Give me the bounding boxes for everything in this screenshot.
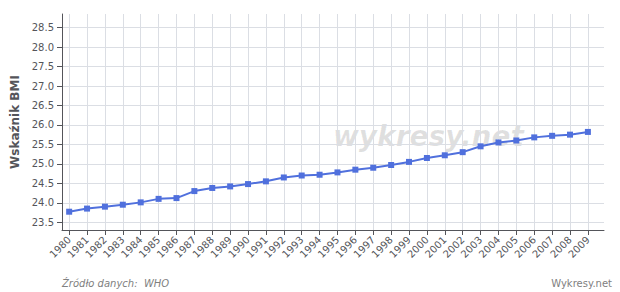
svg-text:23.5: 23.5	[32, 217, 54, 228]
svg-text:1989: 1989	[208, 234, 234, 260]
svg-text:1980: 1980	[47, 234, 73, 260]
svg-text:2005: 2005	[494, 234, 521, 260]
svg-text:2009: 2009	[566, 234, 592, 260]
svg-text:28.0: 28.0	[32, 42, 54, 53]
svg-text:1997: 1997	[351, 234, 378, 260]
svg-text:26.5: 26.5	[32, 100, 54, 111]
svg-text:1995: 1995	[315, 234, 342, 260]
svg-text:2007: 2007	[530, 234, 556, 260]
svg-text:24.5: 24.5	[32, 178, 54, 189]
svg-text:25.5: 25.5	[32, 139, 54, 150]
svg-text:1982: 1982	[83, 234, 109, 260]
svg-text:25.0: 25.0	[32, 158, 54, 169]
svg-text:1994: 1994	[297, 234, 324, 260]
svg-text:2002: 2002	[440, 234, 467, 260]
svg-text:1988: 1988	[190, 234, 217, 260]
svg-text:26.0: 26.0	[32, 119, 54, 130]
svg-text:1996: 1996	[333, 234, 360, 260]
svg-text:1999: 1999	[387, 234, 413, 260]
svg-text:1992: 1992	[261, 234, 288, 260]
svg-text:1981: 1981	[65, 234, 91, 260]
svg-text:27.0: 27.0	[32, 81, 54, 92]
svg-text:24.0: 24.0	[32, 197, 54, 208]
svg-text:2003: 2003	[458, 234, 485, 260]
svg-text:28.5: 28.5	[32, 22, 54, 33]
svg-text:1986: 1986	[154, 234, 181, 260]
svg-text:1985: 1985	[136, 234, 163, 260]
svg-text:Źródło danych: WHO: Źródło danych: WHO	[61, 277, 169, 289]
svg-text:wykresy.net: wykresy.net	[333, 120, 525, 153]
svg-text:2008: 2008	[548, 234, 574, 260]
svg-text:1991: 1991	[244, 234, 270, 260]
svg-text:1987: 1987	[172, 234, 199, 260]
svg-text:1998: 1998	[369, 234, 395, 260]
svg-text:27.5: 27.5	[32, 61, 54, 72]
svg-text:2000: 2000	[405, 234, 431, 260]
svg-text:Wykresy.net: Wykresy.net	[551, 278, 612, 289]
svg-text:1983: 1983	[101, 234, 127, 260]
svg-text:1984: 1984	[118, 234, 145, 260]
svg-text:2001: 2001	[422, 234, 449, 260]
svg-text:Wskaźnik BMI: Wskaźnik BMI	[8, 75, 22, 169]
svg-text:2004: 2004	[476, 234, 503, 260]
svg-text:2006: 2006	[512, 234, 539, 260]
svg-text:1990: 1990	[226, 234, 252, 260]
svg-text:1993: 1993	[279, 234, 306, 260]
